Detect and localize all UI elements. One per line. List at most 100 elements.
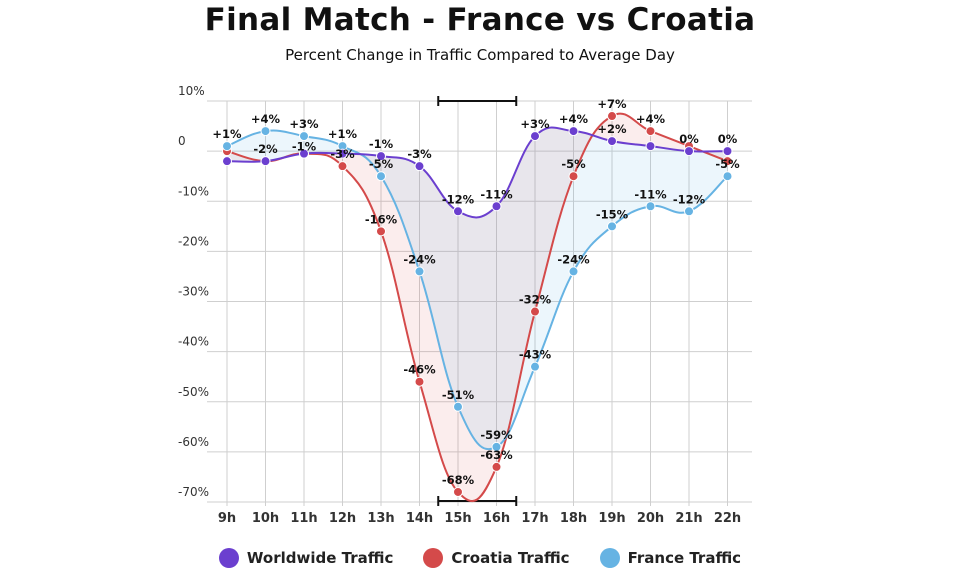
x-tick-label: 14h	[406, 511, 433, 526]
y-tick-label: -60%	[178, 435, 209, 449]
y-tick-label: -40%	[178, 335, 209, 349]
data-point	[722, 146, 733, 157]
x-tick-label: 13h	[367, 511, 394, 526]
y-tick-label: -50%	[178, 385, 209, 399]
data-label: +4%	[636, 112, 666, 126]
data-point	[530, 306, 540, 317]
data-label: +1%	[328, 127, 358, 141]
x-tick-label: 9h	[218, 511, 236, 526]
data-label: 0%	[679, 132, 699, 146]
data-point	[530, 361, 540, 372]
series-line-france-traffic	[226, 129, 729, 451]
data-label: -12%	[673, 192, 706, 206]
data-label: -12%	[442, 192, 475, 206]
data-label: -43%	[519, 348, 552, 362]
x-axis: 9h 10h 11h 12h 13h 14h 15h 16h 17h 18h 19h 20h 21h 22…	[218, 511, 741, 526]
series-fills	[227, 113, 728, 502]
data-label: -1%	[292, 140, 317, 154]
data-point	[491, 201, 502, 212]
data-label: +3%	[289, 117, 319, 131]
data-point	[568, 126, 579, 137]
data-label: -24%	[557, 252, 590, 266]
data-point	[299, 131, 309, 142]
data-label: -5%	[715, 157, 740, 171]
y-axis: 10% 0 -10% -20% -30% -40% -50% -60% -70%	[178, 84, 209, 499]
data-label: -63%	[480, 448, 513, 462]
x-tick-label: 19h	[598, 511, 625, 526]
data-point	[414, 376, 425, 387]
match-interval-bottom	[437, 496, 518, 506]
data-point	[414, 161, 425, 172]
legend: Worldwide Traffic Croatia Traffic France T…	[0, 548, 960, 568]
area-france-traffic	[227, 127, 728, 450]
data-point	[530, 131, 540, 142]
data-label: +2%	[597, 122, 627, 136]
data-point	[645, 141, 656, 152]
data-point	[260, 156, 271, 167]
data-point	[645, 201, 656, 212]
data-label: -11%	[480, 187, 513, 201]
data-label: -32%	[519, 293, 552, 307]
data-label: -5%	[561, 157, 586, 171]
x-tick-label: 18h	[560, 511, 587, 526]
data-point	[722, 171, 733, 182]
x-tick-label: 16h	[483, 511, 510, 526]
x-tick-label: 21h	[675, 511, 702, 526]
data-point	[376, 226, 386, 237]
data-point	[722, 156, 733, 167]
data-point	[645, 126, 656, 137]
data-label: -15%	[596, 207, 629, 221]
data-label: +3%	[520, 117, 550, 131]
legend-item: Croatia Traffic	[423, 548, 570, 568]
legend-item: Worldwide Traffic	[218, 548, 394, 568]
data-point	[222, 156, 232, 167]
chart-title: Final Match - France vs Croatia	[204, 2, 756, 38]
data-label: -1%	[369, 137, 394, 151]
data-point	[299, 148, 309, 159]
x-tick-label: 20h	[637, 511, 664, 526]
x-tick-label: 10h	[252, 511, 279, 526]
legend-swatch	[599, 548, 620, 568]
legend-swatch	[423, 548, 444, 568]
data-label: -59%	[480, 428, 513, 442]
data-point	[337, 148, 348, 159]
data-label: -3%	[330, 147, 355, 161]
chart-subtitle: Percent Change in Traffic Compared to Av…	[285, 46, 675, 64]
data-point	[337, 161, 348, 172]
x-tick-label: 22h	[714, 511, 741, 526]
y-tick-label: -30%	[178, 285, 209, 299]
data-label: +4%	[559, 112, 589, 126]
y-tick-label: -20%	[178, 234, 209, 248]
area-croatia-traffic	[227, 113, 728, 502]
data-point	[684, 206, 694, 217]
data-point	[568, 171, 579, 182]
legend-label: Worldwide Traffic	[246, 549, 394, 567]
data-point	[607, 111, 617, 122]
data-point	[453, 401, 463, 412]
y-tick-label: -10%	[178, 184, 209, 198]
data-point	[491, 461, 502, 472]
x-tick-label: 17h	[521, 511, 548, 526]
data-point	[453, 206, 463, 217]
data-label: -16%	[365, 212, 398, 226]
match-interval-top	[437, 96, 518, 106]
match-interval-markers	[437, 96, 518, 506]
data-label: -46%	[403, 363, 436, 377]
data-label: -3%	[407, 147, 432, 161]
data-point	[376, 171, 386, 182]
data-point	[491, 441, 502, 452]
x-tick-label: 15h	[444, 511, 471, 526]
data-label: +4%	[251, 112, 281, 126]
y-tick-label: 0	[178, 134, 186, 148]
legend-swatch	[218, 548, 239, 568]
data-points	[222, 111, 733, 497]
data-label: -11%	[634, 187, 667, 201]
data-point	[376, 151, 386, 162]
y-tick-label: -70%	[178, 485, 209, 499]
data-label: -5%	[369, 157, 394, 171]
legend-label: France Traffic	[627, 549, 742, 567]
data-label: +1%	[212, 127, 242, 141]
data-label: -68%	[442, 473, 475, 487]
data-point	[607, 221, 617, 232]
data-label: -51%	[442, 388, 475, 402]
